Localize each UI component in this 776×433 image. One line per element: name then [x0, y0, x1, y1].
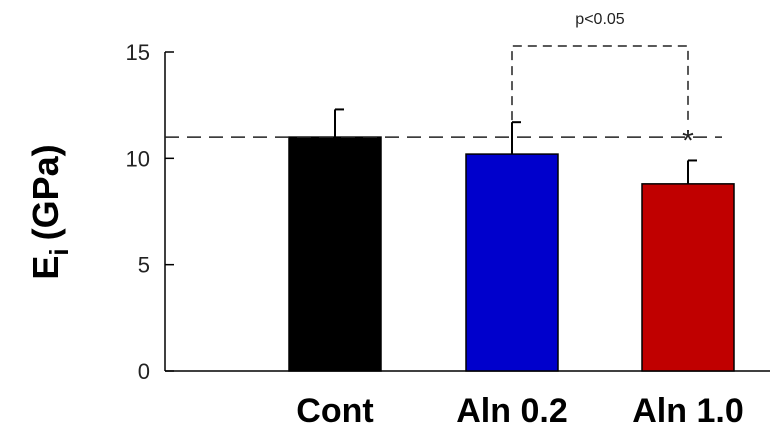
y-tick-label: 0	[138, 359, 150, 384]
bar	[465, 153, 559, 372]
bar	[641, 183, 735, 372]
y-tick-label: 15	[126, 40, 150, 65]
bar	[288, 136, 382, 372]
x-category-label: Cont	[296, 392, 373, 430]
y-axis-title-unit: (GPa)	[25, 144, 66, 240]
significance-bracket: p<0.05 *	[511, 11, 694, 157]
svg-text:Ei(GPa): Ei (GPa)	[25, 144, 74, 279]
y-tick-label: 10	[126, 146, 150, 171]
y-axis-title-subscript: i	[44, 248, 74, 255]
significance-marker: *	[682, 124, 694, 157]
y-tick-label: 5	[138, 253, 150, 278]
y-axis-title-main: E	[25, 256, 66, 280]
significance-label: p<0.05	[575, 11, 624, 28]
y-axis-title: Ei (GPa)	[25, 144, 74, 279]
x-category-label: Aln 1.0	[632, 392, 743, 430]
x-category-label: Aln 0.2	[456, 392, 567, 430]
